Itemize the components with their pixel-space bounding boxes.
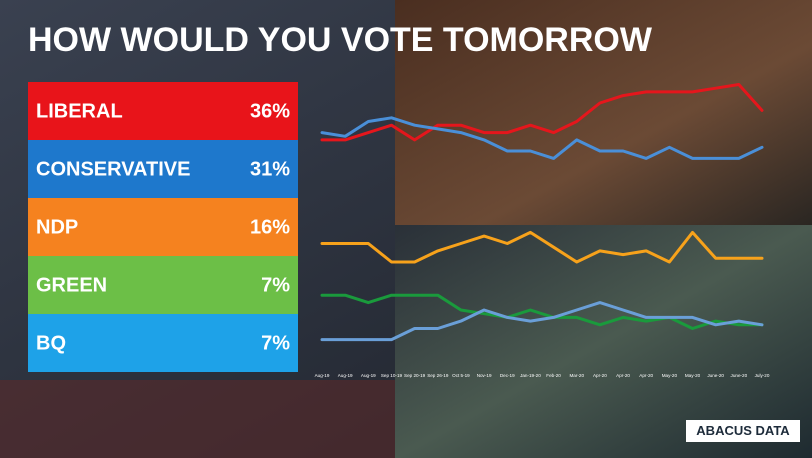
x-tick-label: Aug-19 [361,373,376,378]
legend-label: BQ [36,332,66,354]
legend-box [28,198,298,256]
legend-value: 7% [261,274,290,296]
logo-box [686,420,800,442]
x-tick-label: Feb-20 [546,373,561,378]
x-tick-label: Apr-20 [616,373,630,378]
legend-label: LIBERAL [36,100,123,122]
legend-box [28,82,298,140]
legend-value: 36% [250,100,290,122]
x-tick-label: Oct 5-19 [452,373,470,378]
x-tick-label: June-20 [707,373,724,378]
series-line [320,116,764,160]
legend-label: GREEN [36,274,107,296]
x-tick-label: Dec-19 [500,373,515,378]
x-tick-label: July-20 [755,373,770,378]
x-tick-label: Aug-19 [338,373,353,378]
legend-value: 31% [250,158,290,180]
x-tick-label: Sep 10-19 [381,373,403,378]
x-tick-label: Sep 20-19 [404,373,426,378]
legend-box [28,314,298,372]
series-line [320,293,764,330]
x-tick-label: Aug-19 [315,373,330,378]
x-tick-label: May-20 [662,373,678,378]
photo-panel [395,0,812,225]
legend-label: CONSERVATIVE [36,158,190,180]
series-line [320,230,764,264]
x-tick-label: May-20 [685,373,701,378]
legend-box [28,256,298,314]
x-tick-label: Apr-20 [593,373,607,378]
photo-panel [0,380,395,458]
x-tick-label: June-20 [731,373,748,378]
x-tick-label: Sep 26-19 [427,373,449,378]
legend: LIBERAL 36% CONSERVATIVE 31% NDP 16% GREEN 7% BQ… [28,82,298,372]
series-line [320,83,764,142]
x-tick-label: Nov-19 [477,373,492,378]
x-tick-label: Mar-20 [569,373,584,378]
plot: Aug-19 Aug-19 Aug-19 Sep 10-19 Sep 20-19 Sep … [315,83,770,378]
title: HOW WOULD YOU VOTE TOMORROW [28,21,653,59]
logo: ABACUS DATA [696,423,790,438]
legend-value: 7% [261,332,290,354]
x-tick-label: Apr-20 [639,373,653,378]
x-tick-label: Jan-19-20 [520,373,541,378]
series-line [320,301,764,342]
legend-label: NDP [36,216,78,238]
photo-panel [395,225,812,458]
legend-box [28,140,298,198]
legend-value: 16% [250,216,290,238]
